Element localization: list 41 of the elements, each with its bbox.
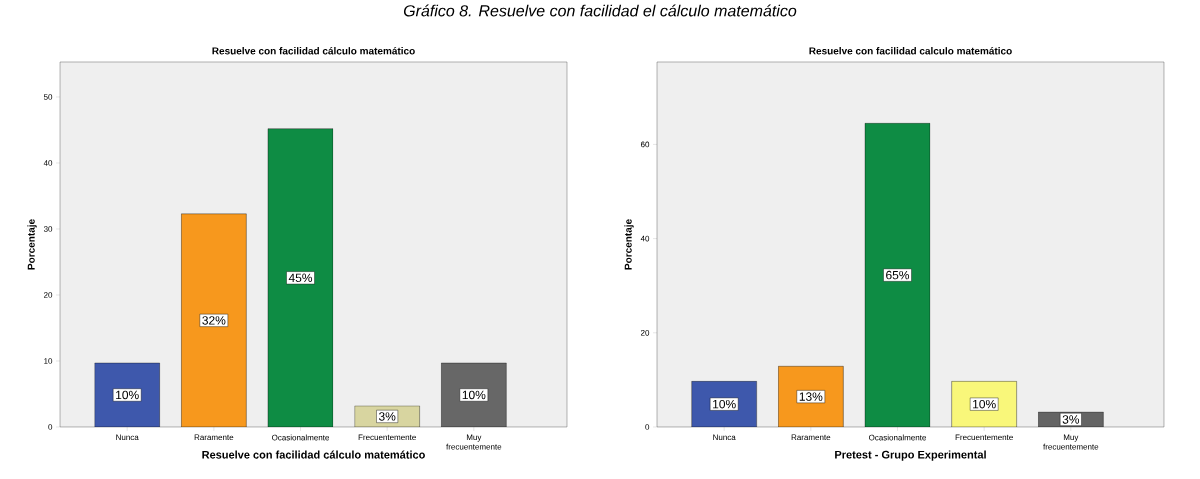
x-tick-label: Raramente (194, 434, 234, 441)
x-axis-title: Pretest - Grupo Experimental (835, 450, 986, 461)
data-label: 45% (288, 273, 313, 283)
y-axis-title: Porcentaje (624, 219, 634, 270)
data-label: 13% (799, 392, 823, 401)
x-tick-label: Frecuentemente (955, 434, 1013, 441)
bar (94, 362, 160, 427)
y-tick-label: 0 (645, 424, 650, 430)
data-label: 10% (462, 390, 486, 400)
bar (864, 123, 931, 427)
x-tick-label: Muy frecuentemente (1043, 434, 1099, 450)
data-label: 32% (202, 316, 226, 325)
y-tick-label: 0 (48, 424, 53, 430)
x-axis-title: Resuelve con facilidad cálculo matemático (202, 450, 425, 459)
y-tick-label: 20 (43, 292, 53, 298)
x-tick-label: Nunca (713, 434, 736, 441)
data-label: 3% (378, 412, 396, 421)
y-tick-label: 40 (43, 160, 53, 166)
bar (441, 362, 507, 427)
y-tick-label: 20 (640, 329, 650, 336)
x-tick-label: Ocasionalmente (868, 434, 927, 441)
y-tick-label: 10 (44, 358, 53, 364)
data-label: 10% (116, 390, 139, 400)
x-tick-label: Frecuentemente (358, 434, 416, 441)
text: Gráfico 8. Resuelve con facilidad el cálculo matemático (403, 4, 797, 17)
x-tick-label: Raramente (791, 434, 831, 441)
x-tick-label: Ocasionalmente (271, 434, 330, 441)
y-tick-label: 40 (640, 235, 650, 242)
y-tick-label: 50 (43, 94, 53, 100)
chart-title: Resuelve con facilidad calculo matemático (809, 47, 1012, 55)
chart-title: Resuelve con facilidad cálculo matemático (212, 47, 415, 55)
x-tick-label: Muy frecuentemente (446, 434, 502, 450)
data-label: 10% (713, 399, 736, 409)
data-label: 65% (886, 270, 910, 280)
y-tick-label: 30 (43, 226, 53, 232)
x-tick-label: Nunca (116, 434, 139, 441)
y-axis-title: Porcentaje (27, 219, 37, 270)
y-tick-label: 60 (640, 141, 650, 148)
data-label: 3% (1062, 415, 1080, 424)
data-label: 10% (973, 399, 996, 409)
bar (778, 366, 844, 427)
